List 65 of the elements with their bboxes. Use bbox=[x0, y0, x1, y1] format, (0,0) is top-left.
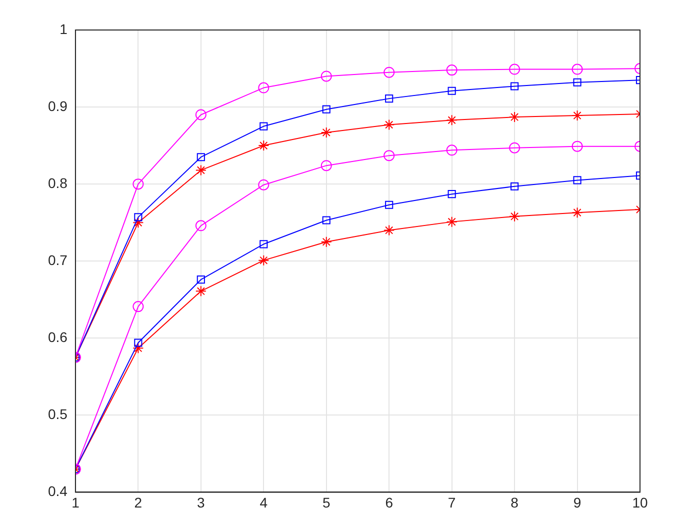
point bbox=[509, 210, 520, 222]
y-tick-label: 1 bbox=[60, 20, 68, 37]
x-tick-label: 9 bbox=[573, 494, 582, 510]
point bbox=[385, 94, 394, 103]
x-tick-label: 7 bbox=[448, 494, 456, 510]
point bbox=[260, 240, 268, 248]
point bbox=[384, 66, 395, 78]
x-tick-label: 5 bbox=[322, 494, 330, 510]
point bbox=[196, 276, 205, 284]
point bbox=[195, 109, 206, 120]
point bbox=[385, 200, 394, 209]
point bbox=[448, 86, 456, 95]
point bbox=[510, 82, 519, 90]
point bbox=[320, 126, 332, 138]
point bbox=[132, 178, 144, 190]
point bbox=[195, 164, 206, 176]
x-tick-label: 1 bbox=[72, 494, 80, 510]
y-tick-label: 0.7 bbox=[48, 252, 68, 268]
point bbox=[196, 153, 205, 162]
point bbox=[132, 342, 144, 354]
point bbox=[384, 150, 395, 162]
point bbox=[446, 216, 458, 228]
point bbox=[132, 301, 144, 312]
point bbox=[572, 110, 583, 122]
x-tick-label: 10 bbox=[632, 494, 648, 510]
point bbox=[572, 207, 583, 218]
y-tick-label: 0.5 bbox=[48, 406, 68, 422]
point bbox=[195, 220, 206, 232]
point bbox=[195, 286, 206, 297]
point bbox=[258, 179, 270, 190]
x-tick-label: 4 bbox=[260, 494, 268, 510]
point bbox=[320, 236, 332, 248]
point bbox=[573, 176, 582, 184]
x-tick-label: 6 bbox=[385, 494, 394, 510]
point bbox=[446, 114, 458, 126]
point bbox=[446, 144, 458, 156]
point bbox=[258, 254, 270, 266]
y-tick-label: 0.9 bbox=[48, 98, 68, 114]
point bbox=[384, 119, 395, 130]
point bbox=[509, 64, 520, 75]
y-tick-label: 0.8 bbox=[48, 174, 68, 191]
point bbox=[510, 182, 519, 190]
y-tick-label: 0.4 bbox=[48, 483, 68, 500]
point bbox=[322, 105, 330, 114]
point bbox=[134, 213, 142, 222]
point bbox=[572, 64, 583, 75]
point bbox=[320, 70, 332, 82]
point bbox=[134, 338, 142, 347]
point bbox=[573, 78, 582, 86]
point bbox=[320, 160, 332, 172]
point bbox=[448, 190, 456, 198]
point bbox=[572, 140, 583, 152]
point bbox=[509, 112, 520, 123]
x-tick-label: 2 bbox=[134, 494, 142, 510]
x-tick-label: 3 bbox=[197, 494, 206, 510]
point bbox=[258, 140, 270, 152]
point bbox=[258, 82, 270, 94]
point bbox=[509, 142, 520, 154]
x-tick-label: 8 bbox=[510, 494, 519, 510]
point bbox=[260, 122, 268, 130]
point bbox=[132, 217, 144, 228]
y-tick-label: 0.6 bbox=[48, 328, 68, 345]
point bbox=[384, 224, 395, 236]
point bbox=[322, 216, 330, 224]
point bbox=[446, 64, 458, 76]
